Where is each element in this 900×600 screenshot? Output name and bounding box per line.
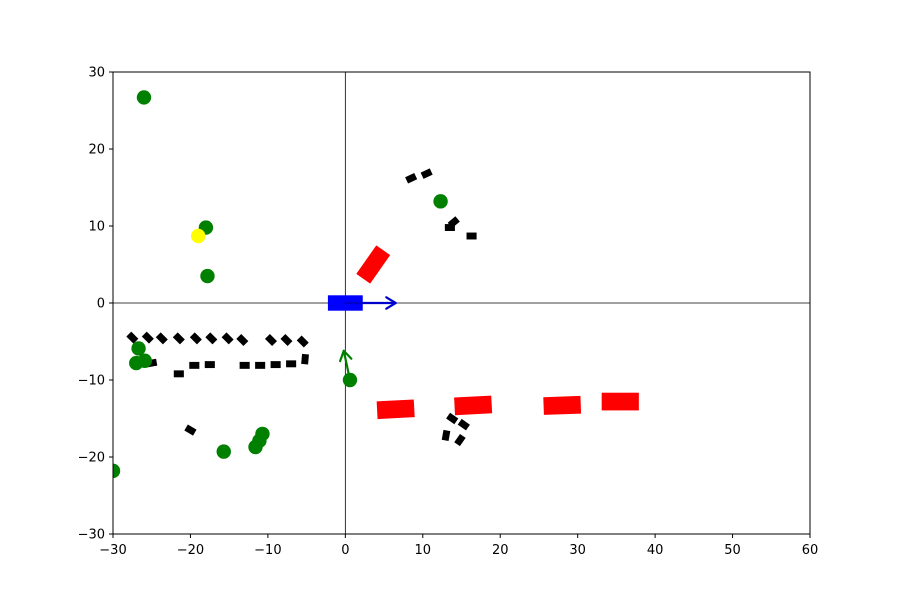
y-tick-label: −30 — [78, 528, 105, 543]
small-object-marker — [264, 333, 277, 346]
small-object-marker — [301, 353, 309, 365]
pedestrian-point — [131, 341, 146, 356]
x-tick-label: 0 — [341, 543, 349, 558]
x-tick-label: −10 — [254, 543, 281, 558]
pedestrian-velocity-arrow-shaft — [342, 349, 352, 382]
small-object-marker — [255, 361, 266, 369]
small-object-marker — [405, 172, 418, 184]
x-tick-label: −30 — [99, 543, 126, 558]
y-tick-label: 0 — [97, 297, 105, 312]
pedestrian-velocity-arrow-head — [339, 349, 353, 363]
y-tick-label: −10 — [78, 374, 105, 389]
x-tick-label: 50 — [724, 543, 741, 558]
pedestrian-point — [113, 463, 121, 479]
x-tick-label: 10 — [415, 543, 432, 558]
x-tick-label: 30 — [569, 543, 586, 558]
axes: −30 −20 −10 0 10 20 30 40 50 60 −30 −20 −10 0 10 20 30 — [78, 66, 819, 559]
small-object-marker — [221, 332, 234, 345]
pedestrian-point — [433, 194, 448, 209]
small-object-marker — [280, 333, 293, 346]
small-object-marker — [189, 332, 202, 345]
x-tick-label: 20 — [492, 543, 509, 558]
pedestrian-point — [129, 355, 144, 371]
plot-area — [113, 72, 810, 534]
x-tick-label: 40 — [647, 543, 664, 558]
vehicle-marker — [376, 399, 415, 420]
x-tick-label: −20 — [177, 543, 204, 558]
small-object-marker — [296, 335, 309, 348]
pedestrians-layer — [113, 90, 448, 479]
small-object-marker — [286, 360, 297, 368]
small-object-marker — [444, 224, 455, 232]
small-object-marker — [126, 331, 139, 344]
highlighted-point — [190, 228, 206, 244]
y-tick-label: −20 — [78, 451, 105, 466]
origin-crosshair — [113, 72, 810, 534]
y-tick-label: 30 — [88, 66, 105, 81]
small-object-marker — [155, 332, 168, 345]
pedestrian-velocity-arrow — [339, 349, 353, 382]
small-object-marker — [454, 433, 466, 447]
small-object-marker — [441, 429, 451, 441]
pedestrian-point — [248, 439, 263, 455]
pedestrian-point — [136, 90, 152, 105]
vehicle-marker — [454, 395, 493, 416]
vehicles-layer — [356, 245, 639, 420]
vehicle-marker — [601, 392, 639, 411]
small-object-marker — [466, 232, 477, 240]
y-tick-label: 10 — [88, 220, 105, 235]
small-objects-layer — [126, 168, 477, 447]
small-object-marker — [446, 412, 459, 425]
ego-velocity-arrow — [344, 296, 397, 310]
ego-velocity-arrow-head — [385, 296, 397, 310]
vehicle-marker — [356, 245, 391, 284]
small-object-marker — [236, 333, 249, 346]
small-object-marker — [457, 418, 470, 431]
pedestrian-point — [216, 444, 231, 459]
x-tick-label: 60 — [802, 543, 819, 558]
small-object-marker — [184, 424, 197, 436]
small-object-marker — [189, 361, 200, 369]
small-object-marker — [270, 361, 281, 369]
small-object-marker — [204, 361, 215, 369]
small-object-marker — [205, 332, 218, 345]
pedestrian-point — [200, 268, 215, 284]
highlighted-points-layer — [190, 228, 206, 244]
small-object-marker — [172, 332, 185, 345]
small-object-marker — [447, 216, 460, 229]
small-object-marker — [420, 168, 433, 179]
vehicle-marker — [543, 395, 582, 415]
y-tick-label: 20 — [88, 143, 105, 158]
small-object-marker — [173, 370, 184, 378]
ego-vehicle-layer — [327, 295, 397, 311]
small-object-marker — [239, 361, 250, 369]
small-object-marker — [141, 331, 154, 344]
